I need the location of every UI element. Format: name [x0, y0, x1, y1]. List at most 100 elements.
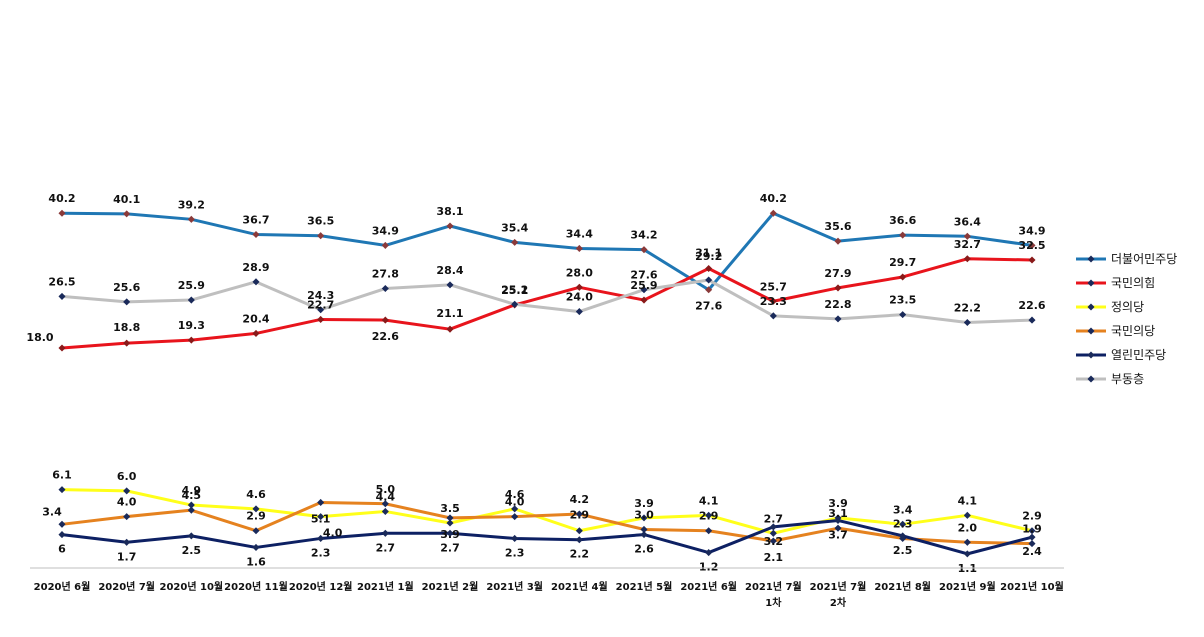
data-label: 32.5: [1018, 239, 1045, 252]
data-label: 29.2: [695, 250, 722, 263]
data-label: 2.4: [1022, 545, 1042, 558]
data-label: 2.3: [311, 546, 331, 559]
series-line-0: [61, 211, 1033, 292]
data-point-marker: [640, 246, 648, 254]
data-point-marker: [769, 523, 777, 531]
data-point-marker: [381, 529, 389, 537]
data-label: 4.1: [958, 494, 978, 507]
data-point-marker: [123, 298, 131, 306]
data-label: 4.6: [505, 488, 525, 501]
data-label: 2.1: [764, 551, 784, 564]
data-point-marker: [381, 507, 389, 515]
data-point-marker: [963, 318, 971, 327]
data-label: 2.3: [893, 517, 913, 530]
data-point-marker: [252, 278, 260, 286]
data-label: 3.0: [634, 508, 654, 521]
data-label: 3.7: [828, 528, 848, 541]
data-label: 5.1: [311, 512, 331, 525]
data-point-marker: [252, 329, 260, 337]
data-label: 36.4: [954, 215, 981, 228]
data-label: 35.6: [824, 220, 851, 233]
data-point-marker: [705, 549, 713, 557]
data-label: 26.5: [48, 275, 75, 288]
x-tick-label: 2020년 12월: [289, 580, 353, 593]
data-point-marker: [705, 511, 713, 519]
data-point-marker: [381, 284, 389, 293]
data-point-marker: [769, 209, 777, 217]
data-point-marker: [575, 244, 583, 252]
data-label: 4.9: [182, 484, 202, 497]
data-point-marker: [963, 232, 971, 240]
data-label: 25.2: [501, 283, 528, 296]
data-label: 35.4: [501, 221, 528, 234]
data-point-marker: [640, 531, 648, 539]
data-label: 21.1: [436, 307, 463, 320]
legend-label: 국민의힘: [1111, 276, 1155, 290]
data-label: 6.0: [117, 470, 137, 483]
data-point-marker: [705, 264, 713, 273]
data-point-marker: [769, 312, 777, 320]
data-label: 27.6: [630, 269, 657, 282]
data-point-marker: [1028, 316, 1036, 324]
data-label: 40.2: [48, 192, 75, 205]
legend-marker: [1087, 303, 1095, 311]
data-point-marker: [123, 513, 131, 521]
data-point-marker: [187, 501, 195, 509]
data-label: 4.0: [117, 496, 137, 509]
data-label: 2.5: [182, 544, 202, 557]
data-label: 38.1: [436, 205, 463, 218]
data-label: 5.0: [376, 483, 396, 496]
data-label: 1.6: [246, 555, 266, 568]
series-lines: [58, 209, 1036, 558]
data-label: 2.5: [893, 544, 913, 557]
x-tick-label: 2020년 6월: [34, 580, 91, 593]
data-label: 36.7: [242, 213, 269, 226]
data-point-marker: [963, 255, 971, 263]
data-point-marker: [899, 231, 907, 239]
x-tick-label: 2021년 10월: [1000, 580, 1064, 593]
data-label: 27.9: [824, 267, 851, 280]
x-tick-label: 2021년 7월 1차: [745, 580, 802, 609]
data-point-marker: [899, 520, 907, 528]
data-label: 2.9: [570, 509, 590, 522]
series-line-2: [61, 488, 1033, 535]
legend-marker: [1087, 327, 1095, 335]
legend-label: 열린민주당: [1111, 348, 1166, 362]
legend-marker: [1087, 375, 1095, 383]
data-label: 4.6: [246, 488, 266, 501]
legend-label: 정의당: [1111, 300, 1144, 314]
x-tick-label: 2021년 9월: [939, 580, 996, 593]
data-label: 27.6: [695, 300, 722, 313]
data-label: 2.3: [505, 546, 525, 559]
data-label: 28.9: [242, 261, 269, 274]
data-label: 34.4: [566, 227, 593, 240]
data-label: 29.7: [889, 256, 916, 269]
data-label: 20.4: [242, 312, 269, 325]
data-label: 4.5: [182, 489, 202, 502]
data-point-marker: [317, 315, 325, 324]
x-tick-label: 2021년 4월: [551, 580, 608, 593]
x-tick-label: 2020년 7월: [98, 580, 155, 593]
data-point-marker: [640, 525, 648, 533]
data-label: 3.9: [440, 528, 460, 541]
data-point-marker: [575, 283, 583, 291]
data-label: 25.7: [760, 280, 787, 293]
data-label: 22.2: [954, 302, 981, 315]
data-point-marker: [123, 538, 131, 546]
data-label: 39.2: [178, 198, 205, 211]
data-point-marker: [963, 550, 971, 558]
data-point-marker: [640, 296, 648, 304]
data-point-marker: [640, 514, 648, 522]
data-point-marker: [187, 296, 195, 304]
data-label: 1.7: [117, 550, 137, 563]
data-label: 25.6: [113, 281, 140, 294]
data-label: 18.8: [113, 321, 140, 334]
data-point-marker: [381, 500, 389, 508]
data-point-marker: [317, 513, 325, 521]
data-point-marker: [834, 237, 842, 245]
data-point-marker: [446, 529, 454, 537]
data-labels: 40.2 40.1 39.2 36.7 36.5 34.9 38.1 35.4 34.4 34.2…: [26, 192, 1045, 575]
data-label: 3.2: [764, 535, 784, 548]
data-point-marker: [381, 241, 389, 249]
